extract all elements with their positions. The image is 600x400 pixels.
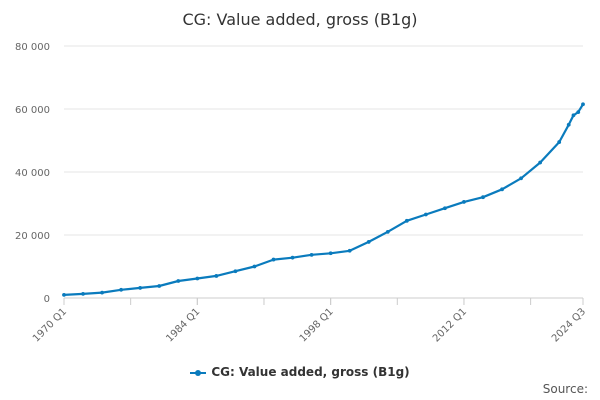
data-point bbox=[195, 276, 200, 281]
y-tick-label: 60 000 bbox=[15, 105, 50, 116]
y-tick-label: 20 000 bbox=[15, 231, 50, 242]
data-point bbox=[214, 274, 219, 278]
x-axis: 1970 Q1 1984 Q1 1998 Q1 2012 Q1 2024 Q3 bbox=[31, 297, 588, 344]
data-point bbox=[157, 284, 162, 288]
data-point bbox=[62, 292, 66, 297]
data-point bbox=[271, 257, 276, 262]
data-point bbox=[347, 248, 352, 253]
data-point bbox=[462, 200, 466, 204]
data-point bbox=[423, 212, 428, 217]
y-axis-ticks: 0 20 000 40 000 60 000 80 000 bbox=[15, 42, 50, 305]
data-point bbox=[81, 292, 85, 296]
source-label: Source: bbox=[542, 382, 588, 396]
data-point bbox=[252, 264, 257, 269]
data-point bbox=[176, 279, 181, 283]
data-point bbox=[309, 252, 314, 257]
data-point bbox=[100, 290, 104, 295]
series-line bbox=[63, 103, 584, 296]
data-point bbox=[233, 269, 238, 274]
legend[interactable]: CG: Value added, gross (B1g) bbox=[0, 365, 600, 379]
chart-title: CG: Value added, gross (B1g) bbox=[182, 10, 418, 29]
data-point bbox=[138, 286, 143, 290]
x-tick-label: 1998 Q1 bbox=[298, 306, 336, 344]
y-tick-label: 0 bbox=[44, 294, 50, 305]
data-point bbox=[538, 160, 543, 165]
x-tick-label: 2012 Q1 bbox=[431, 306, 469, 344]
data-point bbox=[443, 206, 447, 211]
data-point bbox=[500, 187, 504, 192]
y-tick-label: 80 000 bbox=[15, 42, 50, 53]
data-point bbox=[557, 140, 562, 144]
series-plot bbox=[62, 102, 585, 297]
x-tick-label: 1984 Q1 bbox=[164, 306, 202, 344]
data-point bbox=[519, 176, 524, 181]
data-point bbox=[290, 255, 295, 260]
legend-line-marker-icon bbox=[190, 368, 207, 378]
x-tick-label: 1970 Q1 bbox=[31, 306, 69, 344]
data-point bbox=[576, 110, 581, 115]
data-point bbox=[385, 229, 390, 234]
data-point bbox=[328, 251, 333, 256]
data-point bbox=[119, 287, 124, 292]
data-point bbox=[404, 218, 409, 223]
y-tick-label: 40 000 bbox=[15, 168, 50, 179]
grid-lines bbox=[64, 45, 583, 236]
x-tick-label: 2024 Q3 bbox=[550, 306, 588, 344]
data-point bbox=[571, 113, 576, 118]
data-point bbox=[566, 122, 571, 127]
legend-label: CG: Value added, gross (B1g) bbox=[211, 365, 410, 379]
data-point bbox=[481, 195, 485, 200]
data-point bbox=[581, 102, 585, 107]
data-point bbox=[366, 240, 371, 244]
